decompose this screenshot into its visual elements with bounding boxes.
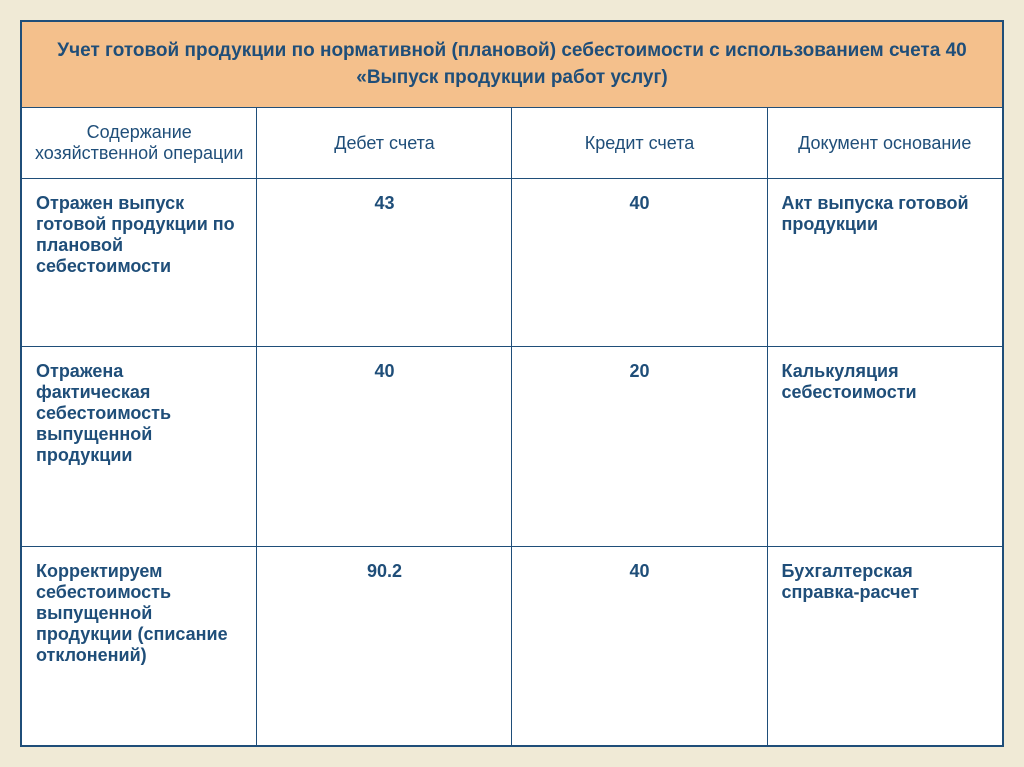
- row-debit: 40: [257, 347, 512, 546]
- row-description: Отражена фактическая себестоимость выпущ…: [22, 347, 257, 546]
- row-debit: 43: [257, 179, 512, 347]
- row-document: Бухгалтерская справка-расчет: [767, 546, 1002, 745]
- row-debit: 90.2: [257, 546, 512, 745]
- header-row: Содержание хозяйственной операции Дебет …: [22, 108, 1003, 179]
- column-header-credit: Кредит счета: [512, 108, 767, 179]
- row-credit: 40: [512, 179, 767, 347]
- column-header-document: Документ основание: [767, 108, 1002, 179]
- row-description: Отражен выпуск готовой продукции по план…: [22, 179, 257, 347]
- table-row: Корректируем себестоимость выпущенной пр…: [22, 546, 1003, 745]
- row-document: Калькуляция себестоимости: [767, 347, 1002, 546]
- accounting-table: Учет готовой продукции по нормативной (п…: [21, 21, 1003, 746]
- row-credit: 40: [512, 546, 767, 745]
- table-row: Отражена фактическая себестоимость выпущ…: [22, 347, 1003, 546]
- row-credit: 20: [512, 347, 767, 546]
- row-description: Корректируем себестоимость выпущенной пр…: [22, 546, 257, 745]
- table-row: Отражен выпуск готовой продукции по план…: [22, 179, 1003, 347]
- row-document: Акт выпуска готовой продукции: [767, 179, 1002, 347]
- table-title: Учет готовой продукции по нормативной (п…: [22, 22, 1003, 108]
- column-header-description: Содержание хозяйственной операции: [22, 108, 257, 179]
- title-row: Учет готовой продукции по нормативной (п…: [22, 22, 1003, 108]
- column-header-debit: Дебет счета: [257, 108, 512, 179]
- accounting-table-container: Учет готовой продукции по нормативной (п…: [20, 20, 1004, 747]
